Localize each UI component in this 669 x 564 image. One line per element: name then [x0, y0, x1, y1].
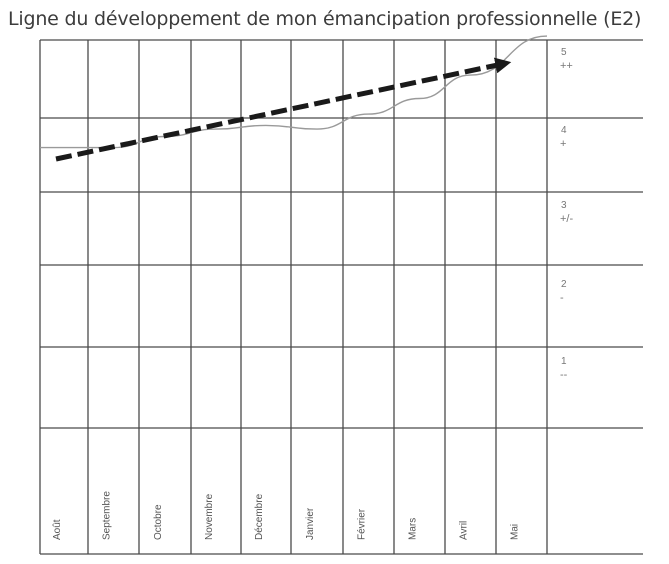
month-label: Février — [357, 508, 368, 540]
level-number: 3 — [561, 200, 567, 211]
level-symbol: ++ — [560, 60, 573, 72]
level-symbol: + — [560, 138, 566, 150]
month-label: Mai — [510, 524, 521, 540]
month-label: Avril — [459, 521, 470, 540]
month-label: Octobre — [153, 504, 164, 540]
month-label: Mars — [408, 518, 419, 540]
level-symbol: - — [560, 292, 564, 304]
development-line — [40, 35, 548, 149]
chart-series-layer — [40, 35, 548, 162]
trend-arrow — [55, 57, 512, 162]
level-symbol: +/- — [560, 213, 573, 225]
month-label: Décembre — [254, 493, 265, 540]
month-label: Janvier — [305, 507, 316, 540]
chart-title: Ligne du développement de mon émancipati… — [8, 8, 642, 30]
level-number: 5 — [561, 47, 567, 58]
level-number: 1 — [561, 356, 567, 367]
level-symbol: -- — [560, 369, 568, 381]
level-number: 4 — [561, 125, 567, 136]
level-number: 2 — [561, 279, 567, 290]
chart-labels: Août Septembre Octobre Novembre Décembre Janv… — [52, 47, 573, 540]
month-label: Septembre — [102, 491, 113, 540]
month-label: Novembre — [204, 493, 215, 540]
chart-grid — [39, 39, 643, 555]
month-label: Août — [52, 519, 63, 540]
